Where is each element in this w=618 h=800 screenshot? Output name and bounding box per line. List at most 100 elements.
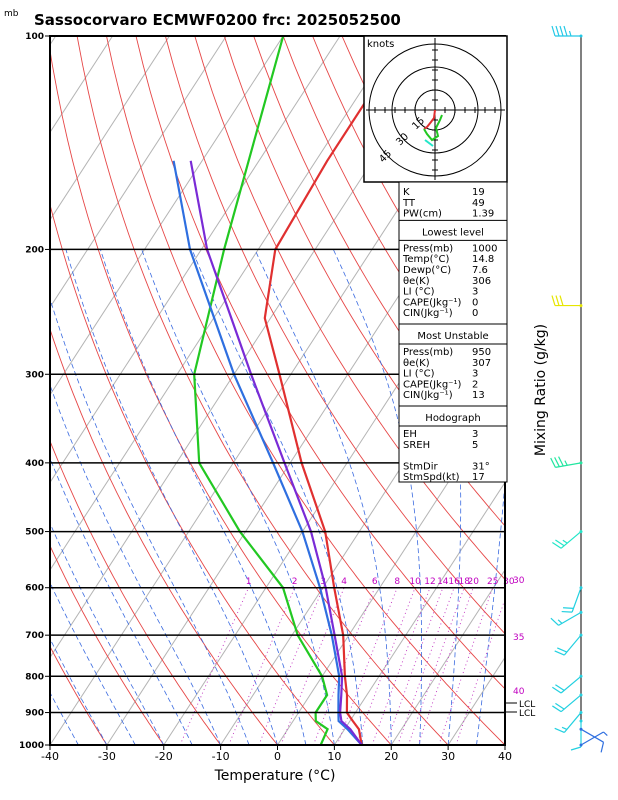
wind-barb	[554, 711, 583, 734]
isotherm	[50, 36, 341, 484]
temperature-tick-label: 20	[384, 750, 398, 763]
temperature-tick-label: 40	[498, 750, 512, 763]
mixing-ratio-label: 30	[503, 577, 515, 587]
wind-barb	[579, 731, 608, 747]
theta-e-label: 35	[513, 633, 524, 643]
pressure-axis: 100 200 300 400 500 600 700 800 900 1000	[19, 32, 50, 751]
pressure-tick-label: 1000	[19, 741, 44, 751]
lowest-level-label: Temp(°C)	[402, 254, 450, 265]
wind-barb-half-flag	[603, 731, 608, 737]
wind-barb	[550, 610, 583, 626]
wind-barb-flag	[550, 617, 559, 626]
wind-barb-station	[579, 633, 583, 637]
temperature-tick-label: 0	[274, 750, 281, 763]
lcl-label: LCL	[519, 709, 535, 719]
wind-barb	[554, 633, 583, 656]
mixing-ratio-label: 16	[448, 577, 460, 587]
lowest-level-label: Dewp(°C)	[403, 265, 451, 276]
hodograph-units: knots	[367, 39, 394, 50]
dry-adiabat	[106, 36, 505, 745]
lowest-level-label: Press(mb)	[403, 243, 453, 254]
hodograph-trace-top	[424, 139, 434, 147]
wind-barb	[552, 693, 583, 713]
wind-barb-shaft	[560, 531, 582, 549]
wind-barb-station	[579, 719, 583, 723]
hodograph-index-label: SREH	[403, 440, 430, 451]
pressure-tick-label: 500	[25, 528, 44, 538]
temperature-tick-label: 30	[441, 750, 455, 763]
moist-adiabat	[50, 384, 221, 745]
pressure-tick-label: 400	[25, 459, 44, 469]
wind-barb-flag	[555, 702, 565, 710]
most-unstable-value: 13	[472, 390, 485, 401]
most-unstable-value: 3	[472, 369, 478, 380]
wind-barb-flag	[563, 607, 574, 609]
index-label: TT	[402, 198, 416, 209]
wind-barb-half-flag	[564, 460, 568, 466]
hodograph-index-label: StmDir	[403, 461, 438, 472]
wind-barb-shaft	[563, 712, 582, 733]
wind-barb-station	[579, 674, 583, 678]
hodograph-index-value: 17	[472, 472, 485, 483]
moist-adiabat	[332, 249, 423, 745]
wind-barb	[552, 530, 583, 549]
moist-adiabat	[476, 477, 505, 745]
hodograph-index-value: 5	[472, 440, 478, 451]
wind-barb-flag	[563, 25, 568, 37]
dry-adiabat	[164, 36, 505, 635]
index-value: 19	[472, 187, 485, 198]
wind-barb	[551, 295, 583, 308]
theta-e-label: 30	[513, 576, 525, 586]
lowest-level-label: LI (°C)	[403, 287, 435, 298]
index-label: K	[403, 187, 410, 198]
dry-adiabat	[548, 36, 618, 745]
dry-adiabat	[223, 36, 505, 527]
most-unstable-label: LI (°C)	[403, 369, 435, 380]
lowest-level-label: CAPE(Jkg⁻¹)	[403, 297, 461, 308]
lowest-level-value: 14.8	[472, 254, 494, 265]
wind-barb-flag	[570, 746, 582, 751]
wind-barb-half-flag	[557, 619, 563, 624]
wind-barb-station	[579, 530, 583, 534]
lcl-markers: LCL LCL	[505, 700, 535, 719]
wind-barb-flag	[551, 25, 556, 37]
wind-barb-shaft	[560, 675, 582, 694]
hodograph-trace-mid	[423, 127, 440, 142]
most-unstable-label: CIN(Jkg⁻¹)	[403, 390, 453, 401]
wind-barb	[550, 456, 583, 468]
wind-barb-station	[579, 34, 583, 38]
wind-barb	[579, 727, 605, 753]
hodograph-index-value: 3	[472, 429, 478, 440]
index-label: PW(cm)	[403, 209, 442, 220]
pressure-tick-label: 800	[25, 672, 44, 682]
wind-barb-shaft	[563, 634, 582, 656]
wind-barb-flag	[552, 542, 562, 549]
mixing-ratio-label: 4	[341, 577, 347, 587]
temperature-tick-label: -30	[98, 750, 116, 763]
wind-barb	[561, 586, 583, 613]
wind-barb-shaft	[580, 728, 604, 743]
hodograph: knots 15 30 45	[363, 35, 508, 183]
wind-barb-station	[579, 610, 583, 614]
temperature-tick-label: 10	[327, 750, 341, 763]
moist-adiabat	[100, 249, 307, 745]
dry-adiabat	[578, 36, 618, 745]
mixing-ratio-label: 6	[372, 577, 378, 587]
wind-barb-flag	[555, 295, 560, 306]
dry-adiabat	[50, 439, 221, 745]
moist-adiabat	[141, 249, 335, 745]
temperature-axis: -40 -30 -20 -10 0 10 20 30 40	[41, 745, 512, 763]
wind-barb-station	[579, 727, 583, 731]
wind-barb-shaft	[560, 694, 582, 713]
pressure-tick-label: 300	[25, 370, 44, 380]
moist-adiabat	[254, 249, 392, 745]
wind-barb-shaft	[571, 587, 582, 613]
isotherm	[50, 36, 227, 309]
moist-adiabat	[504, 742, 505, 745]
mixing-ratio-line	[179, 587, 250, 745]
isotherm	[50, 36, 284, 396]
hodograph-index-value: 31°	[472, 461, 490, 472]
most-unstable-value: 950	[472, 347, 491, 358]
